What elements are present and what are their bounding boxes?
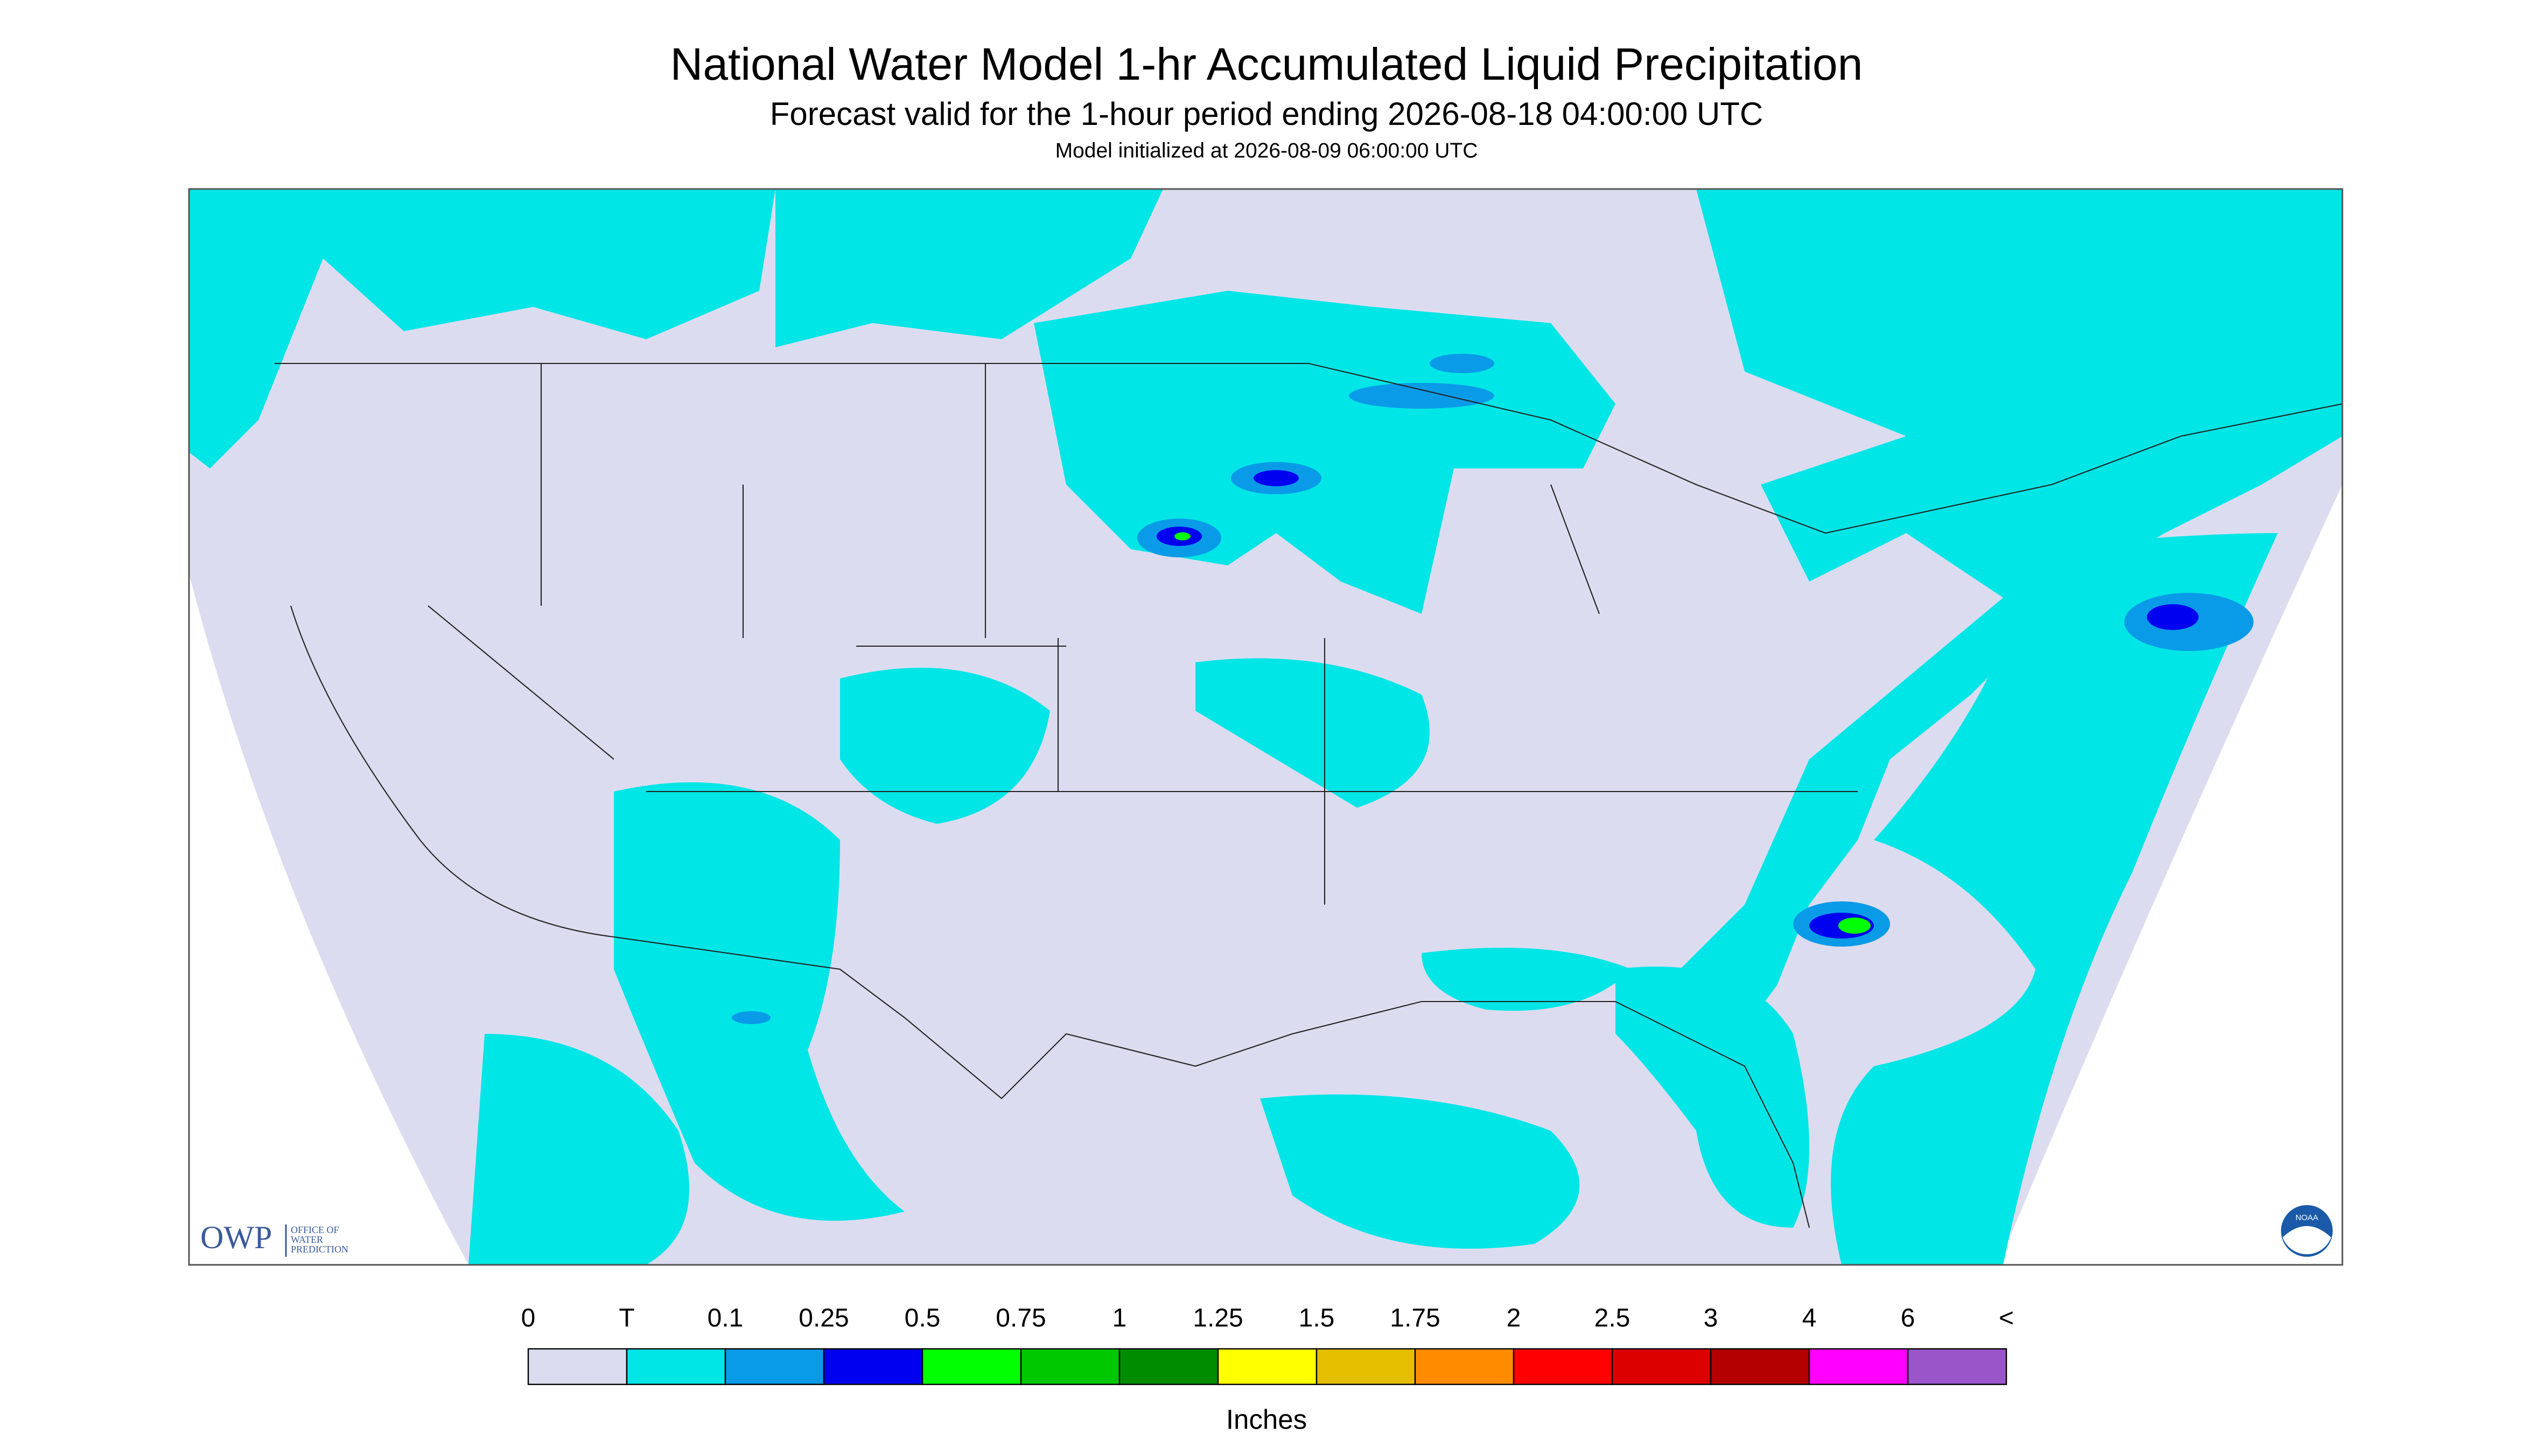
borders — [275, 362, 2342, 1228]
legend-label: < — [1999, 1304, 2014, 1333]
title: National Water Model 1-hr Accumulated Li… — [670, 39, 1863, 89]
map-frame — [188, 188, 2343, 1266]
owp-name: PREDICTION — [291, 1244, 348, 1255]
legend-swatch — [1118, 1348, 1219, 1385]
owp-logo: OWP OFFICE OF WATER PREDICTION — [200, 1220, 348, 1257]
legend-label: 1.75 — [1390, 1304, 1440, 1333]
legend-swatch — [527, 1348, 628, 1385]
owp-name: OFFICE OF — [291, 1224, 339, 1235]
legend-label: 0.5 — [905, 1304, 941, 1333]
legend-label: 6 — [1901, 1304, 1915, 1333]
legend-label: 1 — [1112, 1304, 1127, 1333]
legend-swatch — [1020, 1348, 1121, 1385]
legend-swatch — [1808, 1348, 1909, 1385]
legend-swatch — [921, 1348, 1022, 1385]
init-time: Model initialized at 2026-08-09 06:00:00… — [1055, 139, 1478, 162]
legend-label: 0.25 — [799, 1304, 849, 1333]
legend-swatch — [1217, 1348, 1318, 1385]
legend-swatch — [1414, 1348, 1515, 1385]
owp-logo-text: OWP — [200, 1220, 272, 1255]
legend-label: 2 — [1507, 1304, 1521, 1333]
map — [188, 188, 2343, 1266]
legend-label: 1.25 — [1193, 1304, 1243, 1333]
noaa-logo: NOAA — [2281, 1205, 2333, 1257]
legend-label: 0.75 — [996, 1304, 1046, 1333]
owp-name: WATER — [291, 1234, 323, 1245]
legend-swatch — [1710, 1348, 1810, 1385]
noaa-wave — [2283, 1226, 2331, 1255]
legend: 0 T 0.1 0.25 0.5 0.75 1 1.25 1.5 1.75 2 2.5 3 4 6 < — [521, 1304, 2014, 1385]
legend-label: 1.5 — [1299, 1304, 1335, 1333]
legend-swatch — [1316, 1348, 1416, 1385]
legend-label: 3 — [1704, 1304, 1718, 1333]
precip-heavy — [732, 354, 2254, 1025]
legend-swatch — [1611, 1348, 1712, 1385]
legend-swatch — [1907, 1348, 2007, 1385]
subtitle: Forecast valid for the 1-hour period end… — [770, 96, 1763, 132]
legend-label: 4 — [1802, 1304, 1817, 1333]
legend-unit: Inches — [1226, 1404, 1307, 1434]
legend-label: 2.5 — [1594, 1304, 1631, 1333]
legend-label: T — [619, 1304, 634, 1333]
legend-swatch — [724, 1348, 825, 1385]
legend-label: 0 — [521, 1304, 536, 1333]
noaa-text: NOAA — [2296, 1213, 2319, 1222]
legend-swatch — [1513, 1348, 1613, 1385]
precip-trace — [189, 189, 2342, 1265]
legend-label: 0.1 — [708, 1304, 744, 1333]
legend-swatch — [823, 1348, 923, 1385]
legend-swatch — [626, 1348, 726, 1385]
